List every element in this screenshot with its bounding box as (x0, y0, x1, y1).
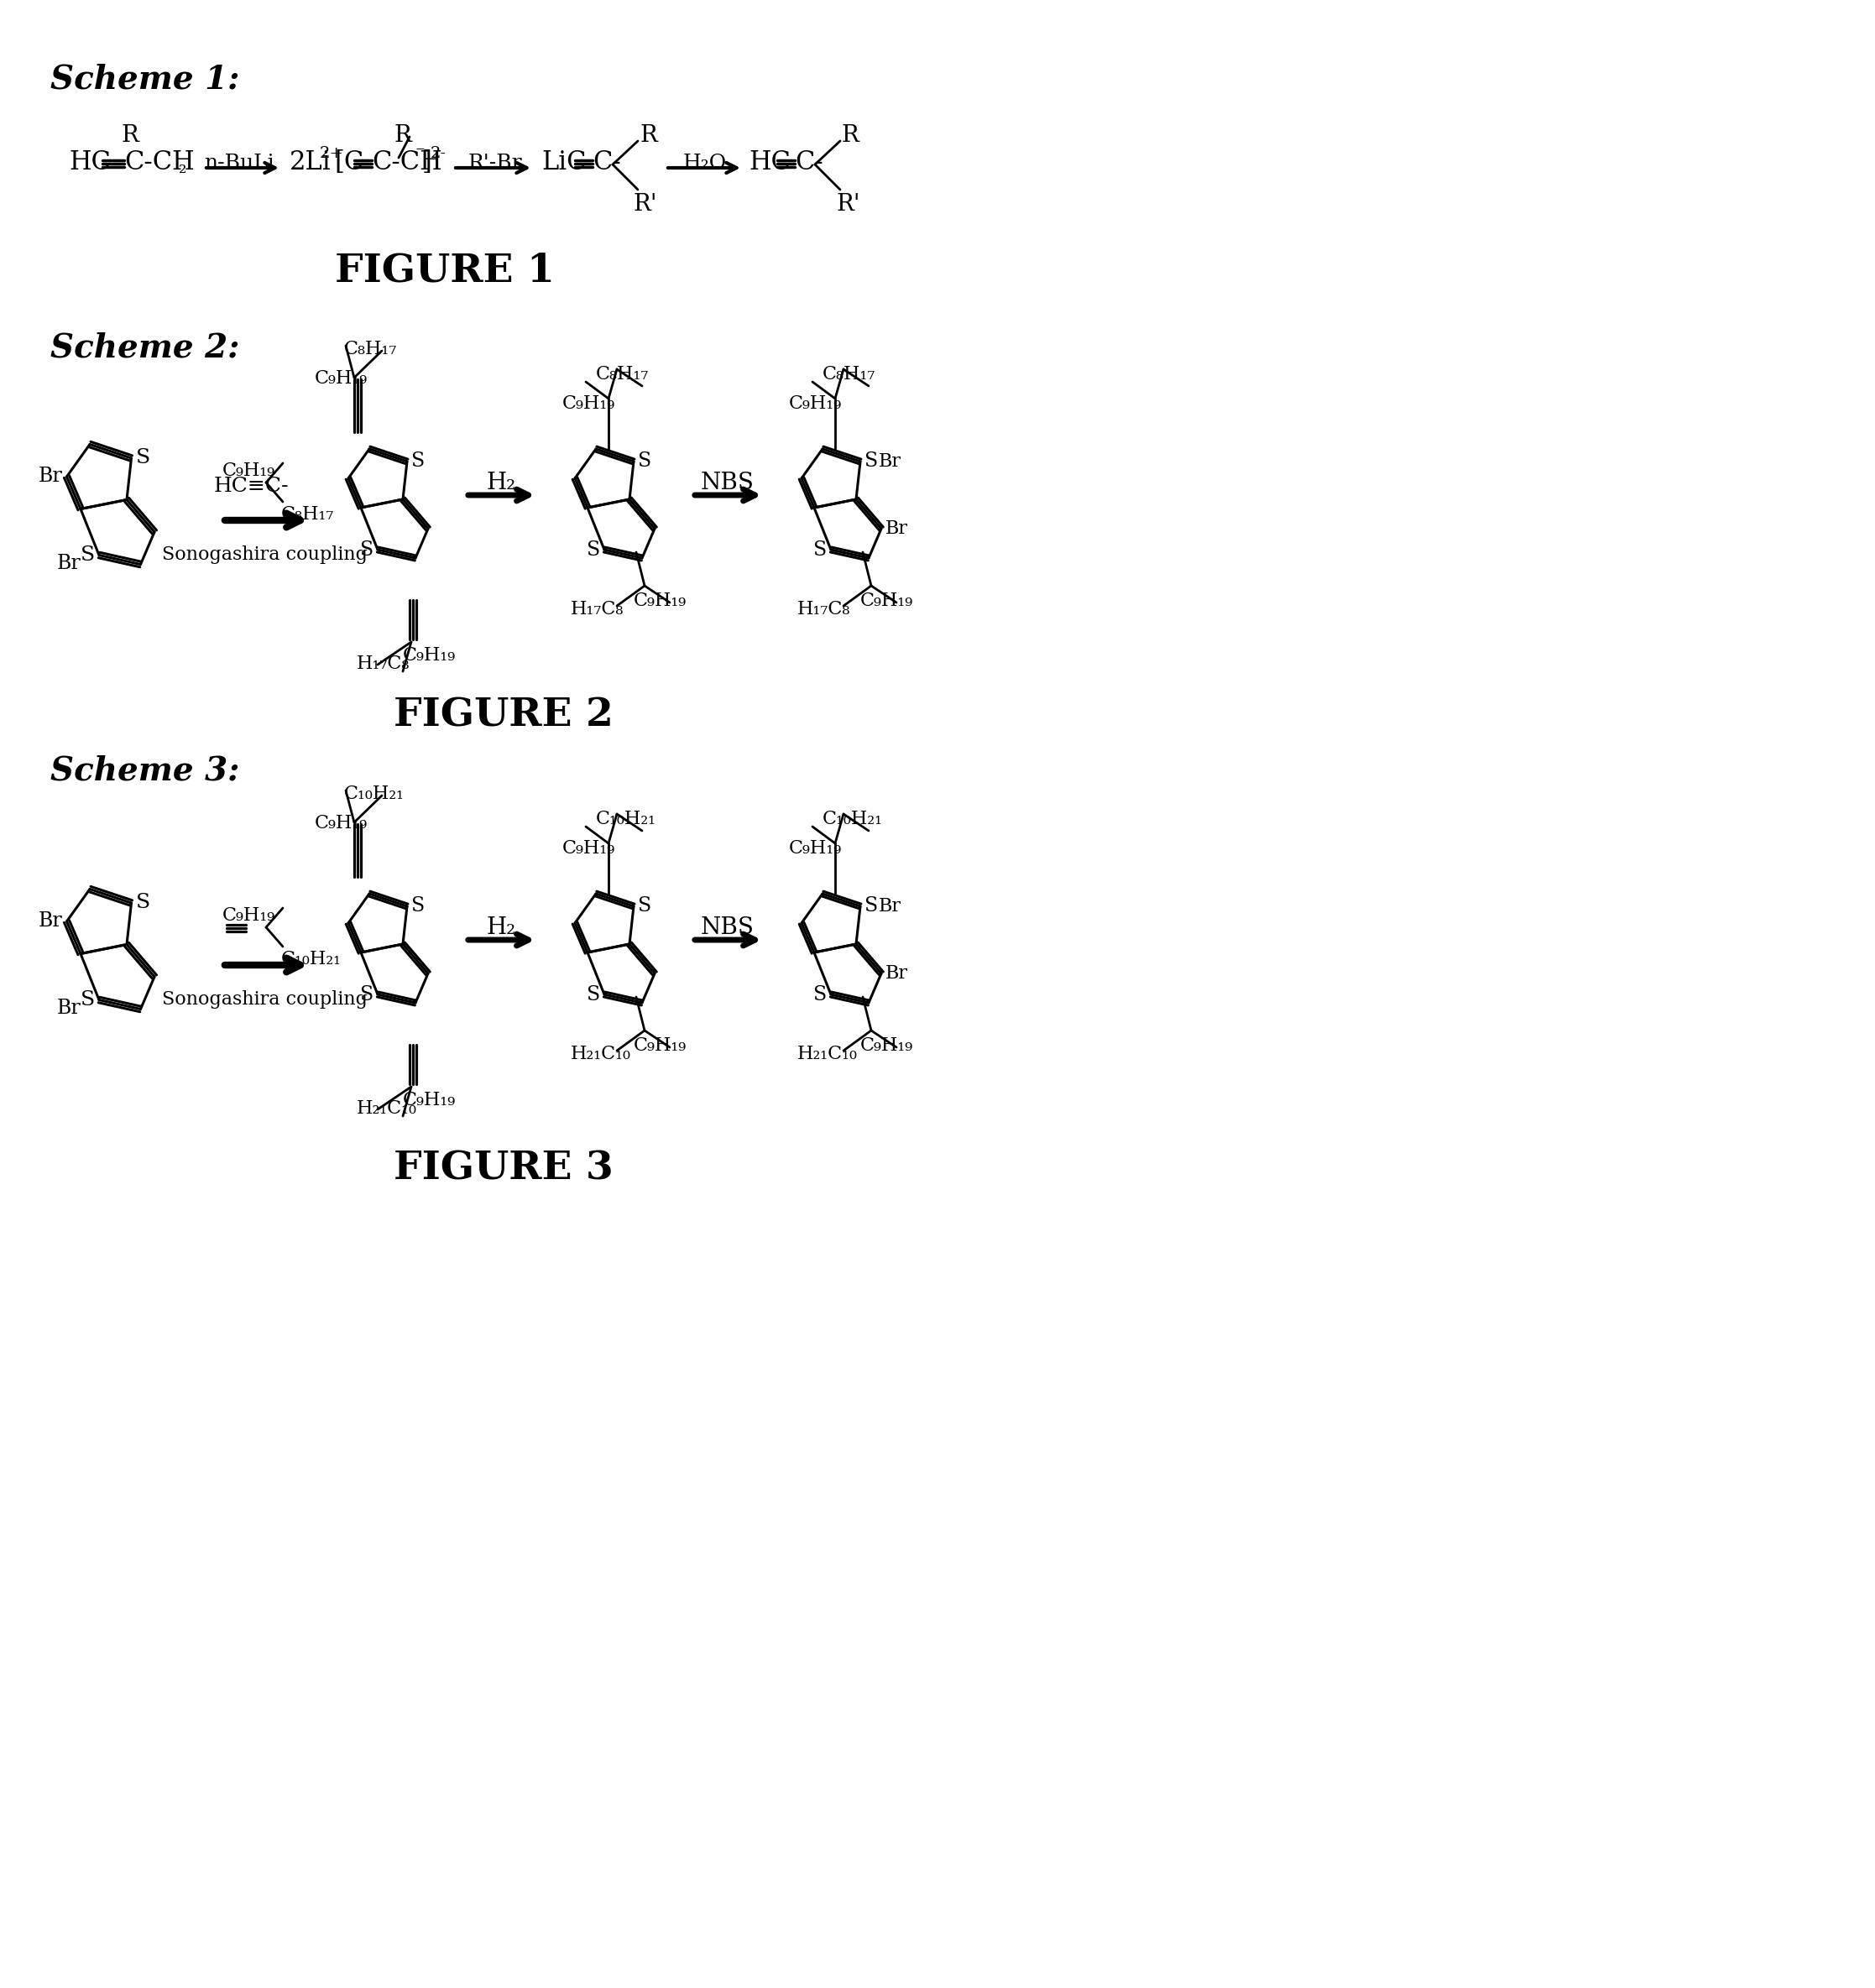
Text: S: S (135, 893, 150, 912)
Text: C₉H₁₉: C₉H₁₉ (403, 1091, 456, 1109)
Text: H₂: H₂ (486, 471, 516, 495)
Text: C₉H₁₉: C₉H₁₉ (223, 461, 276, 479)
Text: S: S (411, 897, 426, 916)
Text: C₉H₁₉: C₉H₁₉ (562, 394, 615, 414)
Text: 2-: 2- (431, 145, 446, 161)
Text: Br: Br (879, 453, 902, 471)
Text: Br: Br (879, 897, 902, 916)
Text: HC: HC (748, 149, 791, 175)
Text: Br: Br (56, 998, 81, 1018)
Text: S: S (814, 984, 827, 1004)
Text: Br: Br (38, 912, 62, 930)
Text: R: R (639, 123, 656, 147)
Text: C₈H₁₇: C₈H₁₇ (281, 505, 334, 523)
Text: C₉H₁₉: C₉H₁₉ (634, 592, 686, 610)
Text: H₂₁C₁₀: H₂₁C₁₀ (797, 1046, 857, 1064)
Text: 2Li: 2Li (289, 149, 332, 175)
Text: C₉H₁₉: C₉H₁₉ (315, 370, 368, 388)
Text: C-CH: C-CH (371, 149, 442, 175)
Text: S: S (587, 984, 600, 1004)
Text: LiC: LiC (542, 149, 587, 175)
Text: FIGURE 1: FIGURE 1 (336, 252, 555, 290)
Text: H₂O: H₂O (682, 153, 728, 173)
Text: n-BuLi: n-BuLi (204, 153, 274, 173)
Text: C-: C- (795, 149, 823, 175)
Text: S: S (587, 541, 600, 559)
Text: HC: HC (69, 149, 111, 175)
Text: S: S (360, 541, 373, 559)
Text: S: S (638, 451, 651, 471)
Text: C₁₀H₂₁: C₁₀H₂₁ (596, 809, 656, 829)
Text: C₉H₁₉: C₉H₁₉ (861, 592, 913, 610)
Text: S: S (864, 451, 877, 471)
Text: R': R' (634, 193, 658, 215)
Text: C₉H₁₉: C₉H₁₉ (861, 1036, 913, 1056)
Text: C₉H₁₉: C₉H₁₉ (562, 839, 615, 857)
Text: S: S (411, 451, 426, 471)
Text: H₁₇C₈: H₁₇C₈ (797, 600, 851, 618)
Text: S: S (360, 984, 373, 1004)
Text: Sonogashira coupling: Sonogashira coupling (161, 990, 368, 1008)
Text: C₉H₁₉: C₉H₁₉ (403, 646, 456, 664)
Text: HC≡C-: HC≡C- (214, 477, 289, 497)
Text: Br: Br (38, 467, 62, 487)
Text: C₉H₁₉: C₉H₁₉ (223, 907, 276, 924)
Text: R: R (122, 123, 139, 147)
Text: R'-Br: R'-Br (469, 153, 523, 173)
Text: R': R' (836, 193, 861, 215)
Text: H₂: H₂ (486, 916, 516, 938)
Text: H₁₇C₈: H₁₇C₈ (570, 600, 624, 618)
Text: C₉H₁₉: C₉H₁₉ (315, 813, 368, 833)
Text: S: S (814, 541, 827, 559)
Text: R: R (842, 123, 859, 147)
Text: H₂₁C₁₀: H₂₁C₁₀ (356, 1099, 416, 1117)
Text: C-CH: C-CH (124, 149, 195, 175)
Text: C₈H₁₇: C₈H₁₇ (596, 366, 649, 384)
Text: ⁻: ⁻ (414, 145, 424, 163)
Text: C₈H₁₇: C₈H₁₇ (823, 366, 876, 384)
Text: C₉H₁₉: C₉H₁₉ (789, 839, 842, 857)
Text: C₁₀H₂₁: C₁₀H₂₁ (281, 950, 341, 968)
Text: C₈H₁₇: C₈H₁₇ (345, 340, 397, 358)
Text: C₉H₁₉: C₉H₁₉ (634, 1036, 686, 1056)
Text: [C: [C (334, 149, 364, 175)
Text: Scheme 1:: Scheme 1: (51, 64, 240, 95)
Text: NBS: NBS (701, 916, 754, 938)
Text: Br: Br (885, 964, 907, 982)
Text: Br: Br (885, 519, 907, 539)
Text: Scheme 2:: Scheme 2: (51, 332, 240, 364)
Text: 2+: 2+ (321, 145, 343, 161)
Text: S: S (638, 897, 651, 916)
Text: Scheme 3:: Scheme 3: (51, 755, 240, 787)
Text: Br: Br (56, 555, 81, 573)
Text: ]: ] (422, 149, 431, 175)
Text: S: S (135, 449, 150, 467)
Text: C-: C- (592, 149, 621, 175)
Text: ₂: ₂ (178, 159, 188, 177)
Text: C₁₀H₂₁: C₁₀H₂₁ (345, 785, 405, 803)
Text: S: S (864, 897, 877, 916)
Text: S: S (81, 545, 96, 565)
Text: C₁₀H₂₁: C₁₀H₂₁ (823, 809, 883, 829)
Text: H₁₇C₈: H₁₇C₈ (356, 654, 411, 674)
Text: S: S (81, 990, 96, 1010)
Text: FIGURE 3: FIGURE 3 (394, 1149, 613, 1189)
Text: R: R (394, 123, 412, 147)
Text: C₉H₁₉: C₉H₁₉ (789, 394, 842, 414)
Text: Sonogashira coupling: Sonogashira coupling (161, 545, 368, 565)
Text: H₂₁C₁₀: H₂₁C₁₀ (570, 1046, 632, 1064)
Text: FIGURE 2: FIGURE 2 (394, 696, 613, 736)
Text: NBS: NBS (701, 471, 754, 495)
